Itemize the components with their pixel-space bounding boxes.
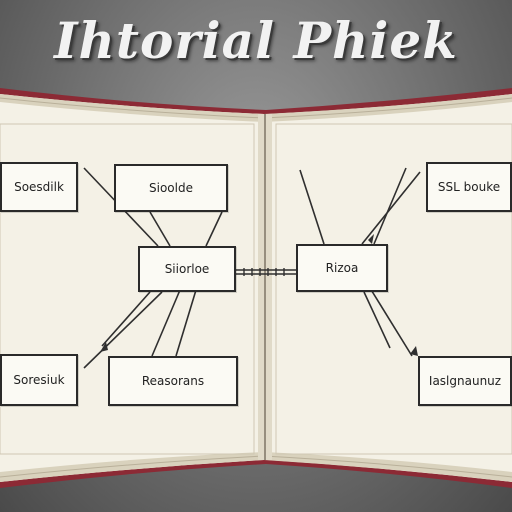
edge-left-n6 bbox=[299, 169, 325, 245]
node-siiorloe: Siiorloe bbox=[138, 246, 236, 292]
node-soesdilk: Soesdilk bbox=[0, 162, 78, 212]
node-soresiuk: Soresiuk bbox=[0, 354, 78, 406]
edge-n6-n8b bbox=[363, 291, 391, 349]
node-ssl-bouke: SSL bouke bbox=[426, 162, 512, 212]
edge-n3-n5 bbox=[83, 291, 163, 369]
arrowhead-right-bottom bbox=[410, 346, 418, 356]
edge-n3-n4 bbox=[175, 289, 197, 357]
node-sioolde: Sioolde bbox=[114, 164, 228, 212]
edge-n3-n4b bbox=[151, 289, 181, 357]
node-iaslgnaunuz: Iaslgnaunuz bbox=[418, 356, 512, 406]
arrowhead-right-top bbox=[368, 234, 374, 244]
book-pages-drawing bbox=[0, 88, 512, 488]
arrowhead-left bbox=[100, 342, 108, 352]
edge-n6-n8 bbox=[369, 287, 413, 357]
edge-n7-n6b bbox=[373, 167, 407, 245]
cross-page-connector bbox=[236, 268, 296, 276]
edge-n7-n6 bbox=[361, 171, 421, 245]
connector-lines bbox=[83, 167, 421, 369]
diagram-title: Ihtorial Phiek bbox=[54, 11, 458, 70]
node-reasorans: Reasorans bbox=[108, 356, 238, 406]
edge-n2-n3 bbox=[149, 211, 171, 247]
edge-n2-n3b bbox=[205, 211, 223, 247]
node-rizoa: Rizoa bbox=[296, 244, 388, 292]
open-book: Soesdilk Sioolde Siiorloe Reasorans Sore… bbox=[0, 84, 512, 496]
edge-n3-n5b bbox=[101, 291, 151, 347]
